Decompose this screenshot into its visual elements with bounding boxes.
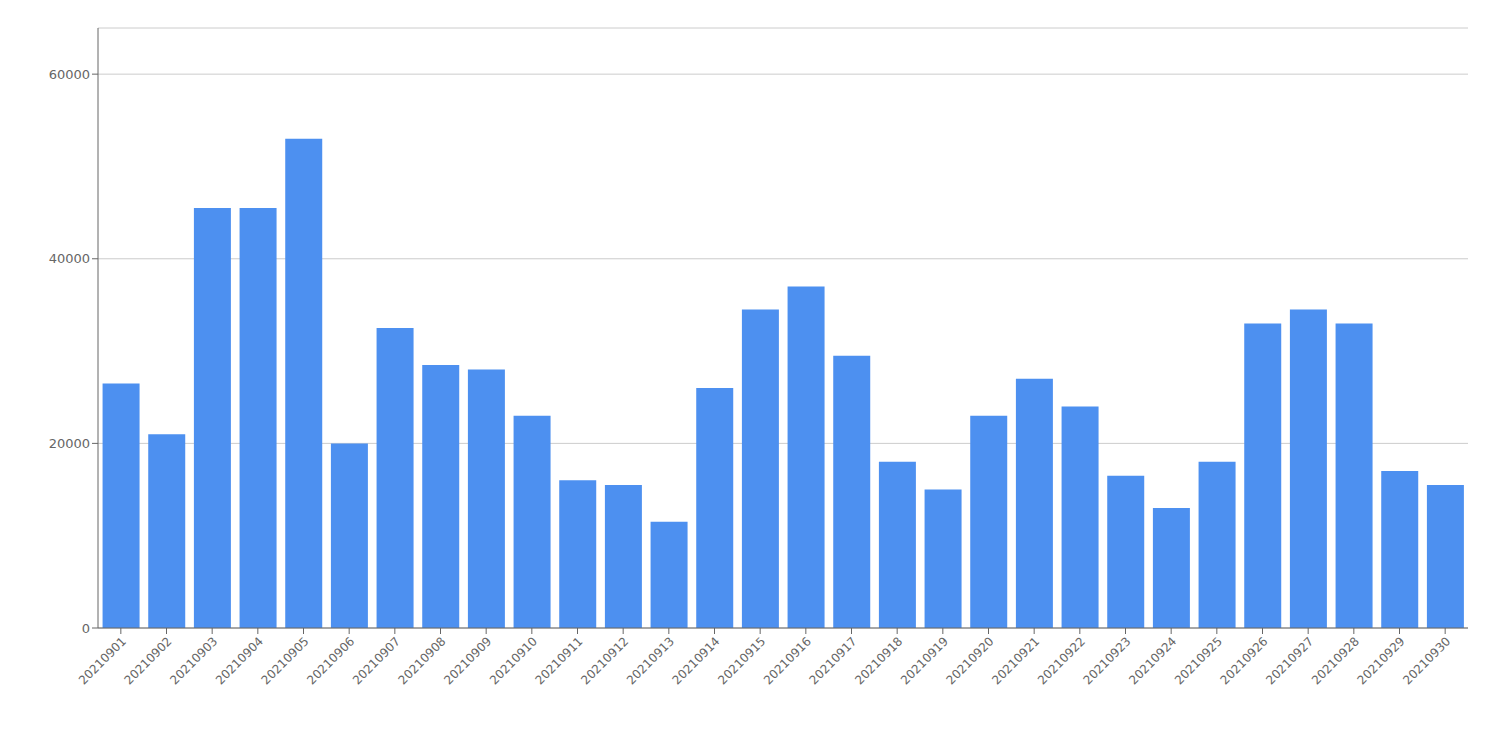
svg-text:60000: 60000 — [49, 67, 90, 82]
svg-text:20210917: 20210917 — [807, 634, 860, 687]
svg-text:20210918: 20210918 — [852, 634, 905, 687]
svg-text:20210922: 20210922 — [1035, 634, 1088, 687]
svg-text:20210901: 20210901 — [76, 634, 129, 687]
svg-text:20210921: 20210921 — [989, 634, 1042, 687]
svg-text:20210913: 20210913 — [624, 634, 677, 687]
svg-text:40000: 40000 — [49, 251, 90, 266]
svg-text:20210916: 20210916 — [761, 634, 814, 687]
svg-text:20210902: 20210902 — [122, 634, 175, 687]
svg-text:20210912: 20210912 — [578, 634, 631, 687]
svg-text:0: 0 — [82, 621, 90, 636]
svg-text:20210920: 20210920 — [944, 634, 997, 687]
svg-text:20210909: 20210909 — [441, 634, 494, 687]
svg-text:20210919: 20210919 — [898, 634, 951, 687]
svg-text:20210926: 20210926 — [1218, 634, 1271, 687]
svg-text:20210929: 20210929 — [1355, 634, 1408, 687]
svg-text:20210923: 20210923 — [1081, 634, 1134, 687]
svg-text:20210910: 20210910 — [487, 634, 540, 687]
svg-text:20210928: 20210928 — [1309, 634, 1362, 687]
svg-text:20210914: 20210914 — [670, 634, 723, 687]
svg-text:20210925: 20210925 — [1172, 634, 1225, 687]
svg-text:20210911: 20210911 — [533, 634, 586, 687]
svg-text:20210905: 20210905 — [259, 634, 312, 687]
svg-text:20210906: 20210906 — [304, 634, 357, 687]
svg-text:20000: 20000 — [49, 436, 90, 451]
svg-text:20210915: 20210915 — [715, 634, 768, 687]
svg-text:20210924: 20210924 — [1126, 634, 1179, 687]
svg-text:20210908: 20210908 — [396, 634, 449, 687]
svg-text:20210927: 20210927 — [1263, 634, 1316, 687]
svg-text:20210930: 20210930 — [1400, 634, 1453, 687]
svg-text:20210907: 20210907 — [350, 634, 403, 687]
svg-text:20210903: 20210903 — [167, 634, 220, 687]
svg-text:20210904: 20210904 — [213, 634, 266, 687]
